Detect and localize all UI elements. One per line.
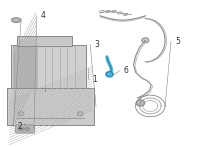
Circle shape — [19, 127, 24, 131]
Circle shape — [77, 112, 83, 116]
Text: 1: 1 — [92, 75, 97, 84]
Circle shape — [142, 38, 149, 43]
FancyBboxPatch shape — [16, 125, 35, 133]
Text: 5: 5 — [175, 37, 180, 46]
Circle shape — [136, 100, 145, 106]
FancyBboxPatch shape — [11, 45, 86, 91]
Circle shape — [106, 72, 113, 77]
FancyBboxPatch shape — [13, 46, 37, 89]
FancyBboxPatch shape — [17, 36, 72, 46]
Ellipse shape — [14, 19, 19, 21]
Circle shape — [24, 127, 30, 131]
Text: 2: 2 — [17, 122, 22, 131]
Text: 4: 4 — [41, 11, 46, 20]
Ellipse shape — [11, 18, 21, 23]
Circle shape — [18, 112, 24, 116]
FancyBboxPatch shape — [7, 88, 94, 125]
Text: 3: 3 — [94, 40, 99, 49]
Text: 6: 6 — [124, 66, 129, 75]
